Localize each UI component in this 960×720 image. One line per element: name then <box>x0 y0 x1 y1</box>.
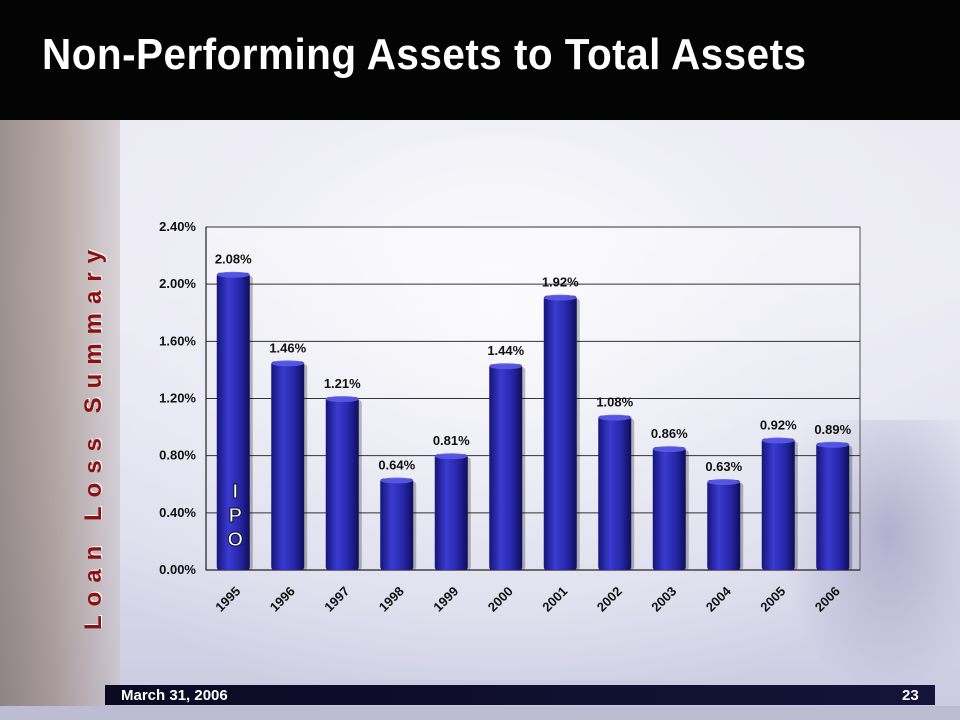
bar-top <box>325 396 359 403</box>
y-tick-label: 1.20% <box>159 391 196 406</box>
page-number: 23 <box>902 687 919 704</box>
data-label: 2.08% <box>215 252 252 267</box>
ipo-annotation-letter: O <box>227 529 243 551</box>
bar <box>543 295 577 570</box>
data-label: 0.64% <box>378 458 415 473</box>
y-tick-label: 2.00% <box>159 276 196 291</box>
data-label: 1.21% <box>324 376 361 391</box>
bar <box>325 397 359 570</box>
y-tick-label: 2.40% <box>159 219 196 234</box>
bar <box>598 415 632 570</box>
bar-top <box>761 437 795 444</box>
bar <box>271 361 305 570</box>
x-tick-label: 2001 <box>539 584 570 615</box>
data-label: 1.44% <box>487 343 524 358</box>
bar <box>761 438 795 570</box>
data-label: 1.46% <box>269 340 306 355</box>
footer-date: March 31, 2006 <box>121 687 228 704</box>
x-tick-label: 2005 <box>757 584 788 615</box>
bar-top <box>380 477 414 484</box>
bar <box>816 442 850 570</box>
bar <box>216 272 250 570</box>
bar-top <box>816 441 850 448</box>
x-tick-label: 1999 <box>430 584 461 615</box>
bar <box>707 479 741 570</box>
bar-top <box>598 414 632 421</box>
bar-top <box>271 360 305 367</box>
bar <box>380 478 414 570</box>
ipo-annotation-letter: P <box>229 505 242 527</box>
bar-top <box>707 478 741 485</box>
ipo-annotation-letter: I <box>232 481 238 503</box>
x-tick-label: 1996 <box>267 584 298 615</box>
bar <box>434 454 468 570</box>
data-label: 0.63% <box>705 459 742 474</box>
x-tick-label: 1998 <box>376 584 407 615</box>
y-tick-label: 0.80% <box>159 448 196 463</box>
bar-top <box>489 363 523 370</box>
x-tick-label: 2000 <box>485 584 516 615</box>
bar-top <box>434 453 468 460</box>
x-tick-label: 2006 <box>812 584 843 615</box>
footer-bar <box>105 685 935 705</box>
x-tick-label: 2004 <box>703 583 735 615</box>
data-label: 1.08% <box>596 395 633 410</box>
data-label: 0.92% <box>760 418 797 433</box>
x-tick-label: 1995 <box>212 584 243 615</box>
bar-top <box>216 271 250 278</box>
data-label: 0.89% <box>814 422 851 437</box>
y-tick-label: 0.40% <box>159 505 196 520</box>
title-bar <box>0 0 960 120</box>
x-tick-label: 2002 <box>594 584 625 615</box>
bar <box>489 364 523 570</box>
x-tick-label: 2003 <box>648 584 679 615</box>
y-tick-label: 1.60% <box>159 333 196 348</box>
data-label: 0.81% <box>433 433 470 448</box>
background-photo-left <box>0 120 120 710</box>
slide-title: Non-Performing Assets to Total Assets <box>42 30 807 79</box>
data-label: 0.86% <box>651 426 688 441</box>
y-tick-label: 0.00% <box>159 562 196 577</box>
data-label: 1.92% <box>542 275 579 290</box>
bottom-strip <box>0 706 960 720</box>
bar-top <box>543 294 577 301</box>
bar-top <box>652 446 686 453</box>
x-tick-label: 1997 <box>321 584 352 615</box>
bar <box>652 447 686 570</box>
